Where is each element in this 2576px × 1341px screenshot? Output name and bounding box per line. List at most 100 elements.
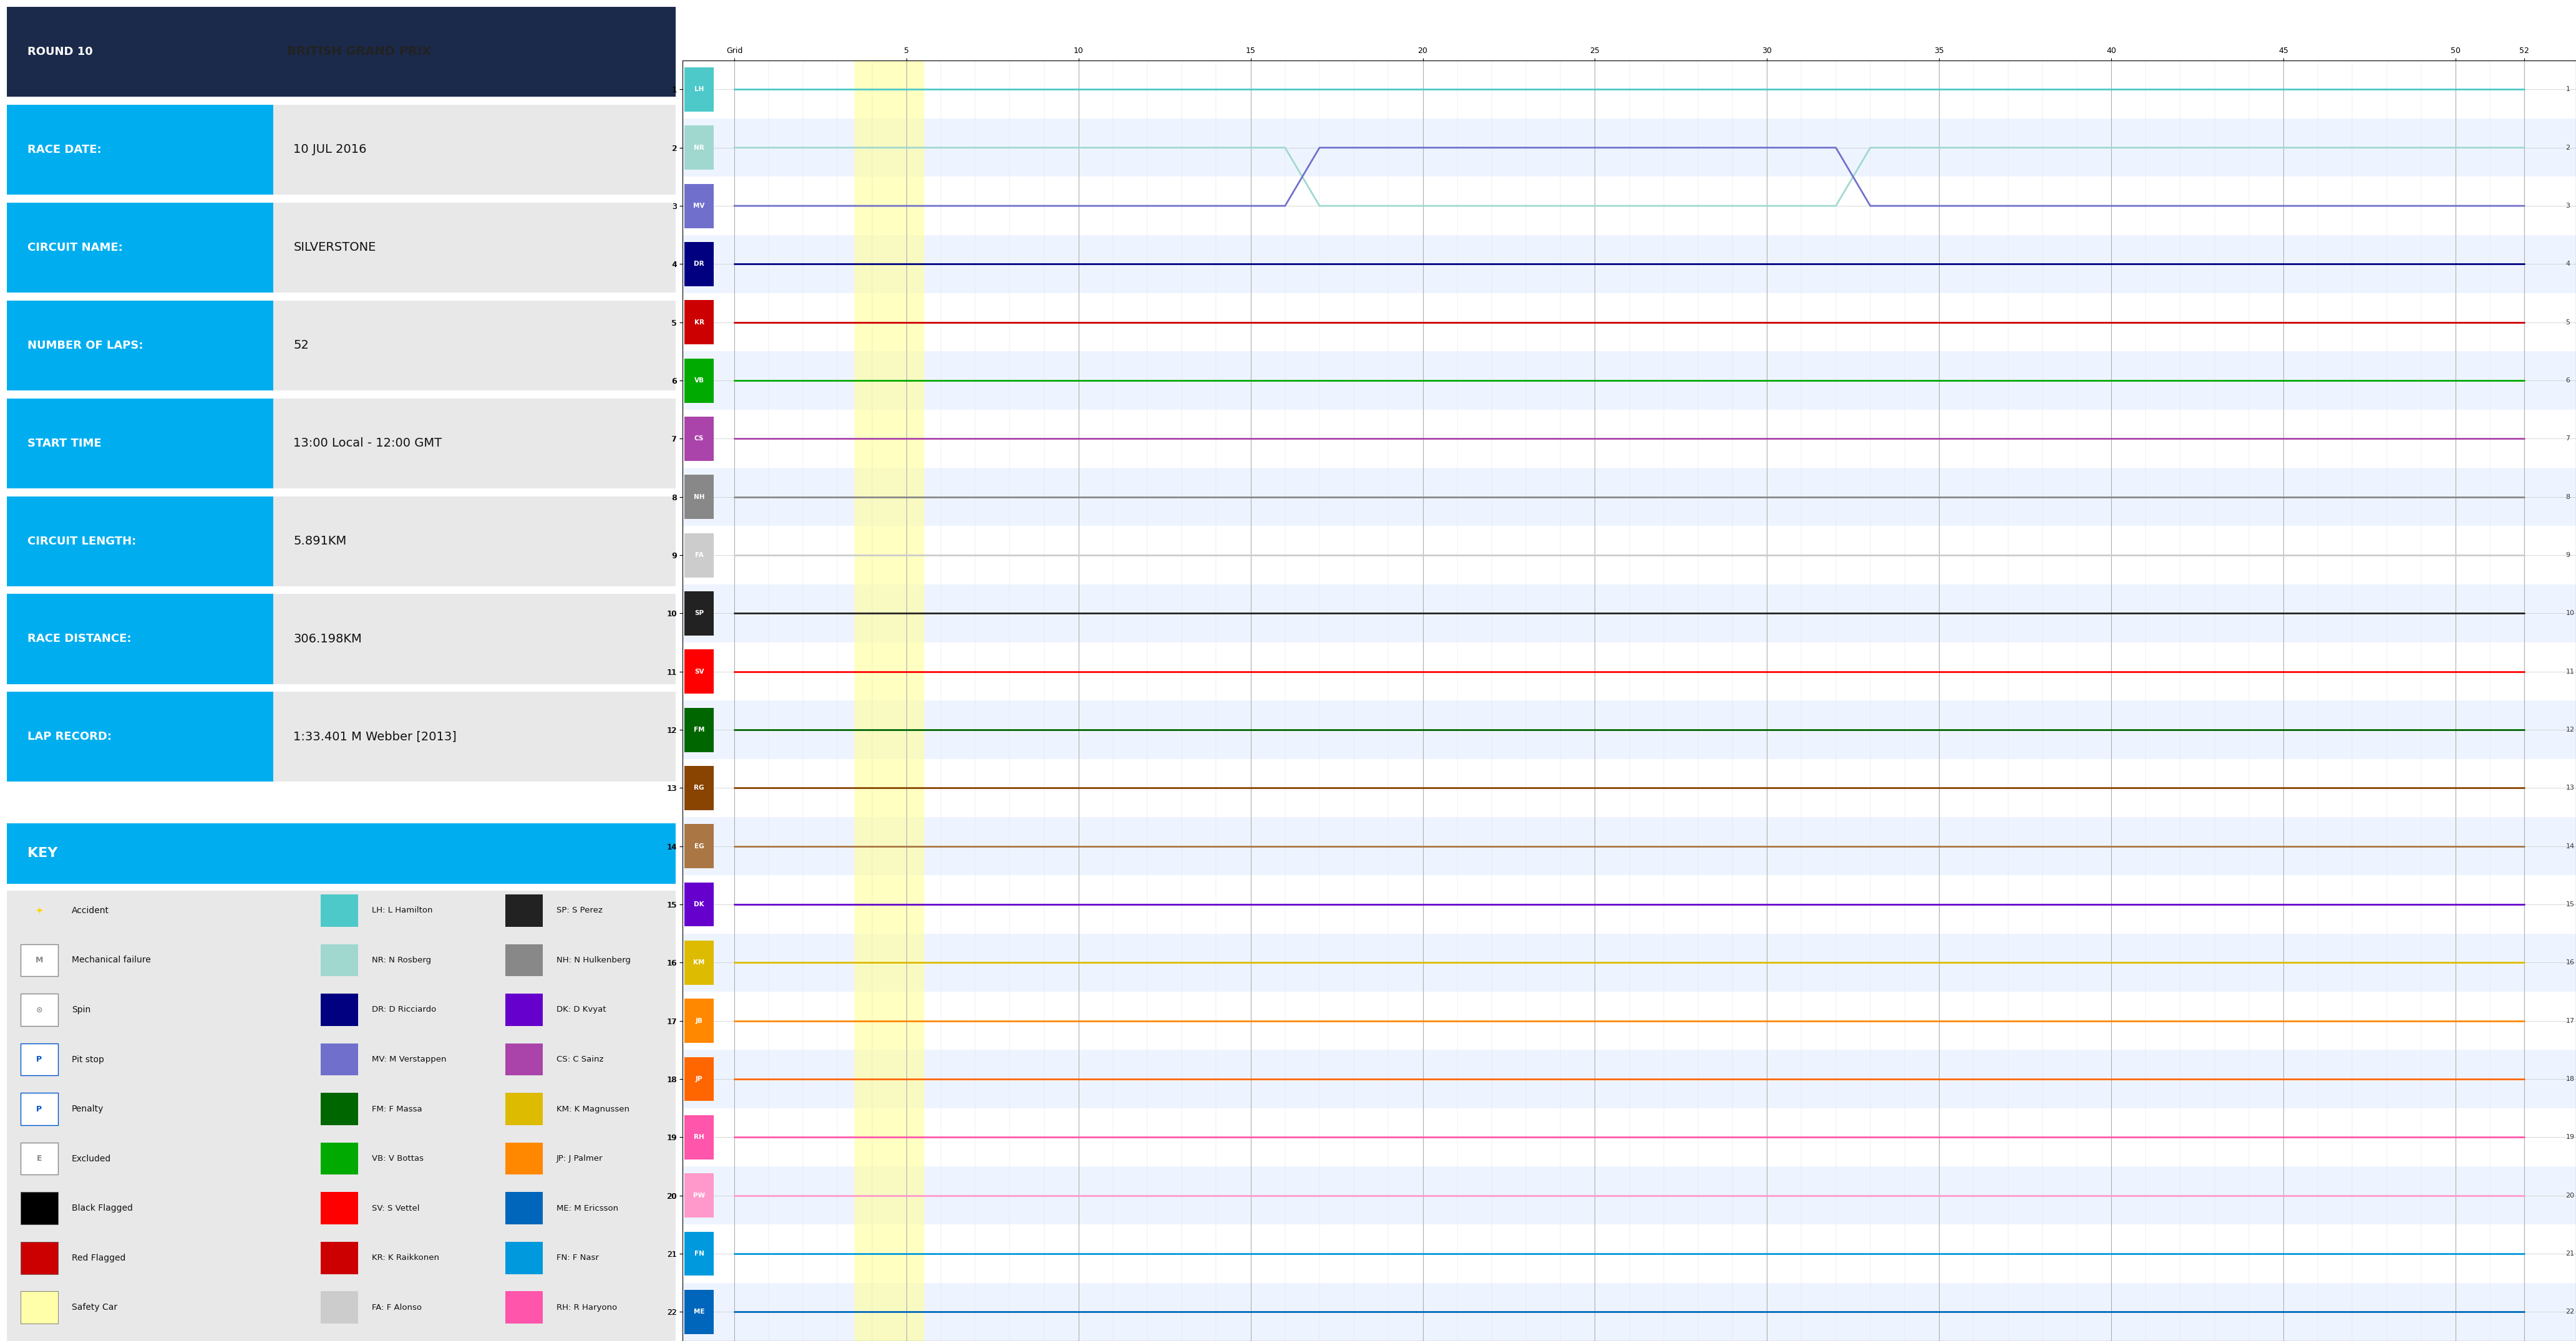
Bar [505, 1043, 544, 1075]
Text: 3: 3 [2566, 202, 2571, 209]
Text: 14: 14 [2566, 843, 2573, 849]
Bar [685, 1231, 714, 1275]
Text: SV: SV [696, 668, 703, 675]
Text: 5: 5 [2566, 319, 2571, 326]
Bar [505, 1291, 544, 1324]
Bar [855, 60, 925, 1341]
Text: DK: D Kvyat: DK: D Kvyat [556, 1006, 605, 1014]
Bar [683, 294, 2576, 351]
Bar [8, 7, 675, 97]
Text: FM: F Massa: FM: F Massa [371, 1105, 422, 1113]
Bar [683, 933, 2576, 992]
Bar [683, 468, 2576, 526]
Bar [8, 398, 273, 488]
Text: M: M [36, 956, 44, 964]
Bar [685, 825, 714, 869]
Bar [683, 585, 2576, 642]
Bar [505, 1192, 544, 1224]
Bar [683, 177, 2576, 235]
Text: 20: 20 [2566, 1192, 2573, 1199]
Text: DR: D Ricciardo: DR: D Ricciardo [371, 1006, 435, 1014]
Bar [21, 1143, 59, 1175]
Text: RACE DATE:: RACE DATE: [28, 143, 100, 156]
Text: ⊙: ⊙ [36, 1006, 44, 1014]
Bar [685, 1290, 714, 1334]
Text: NH: NH [693, 493, 706, 500]
Text: ✦: ✦ [36, 907, 44, 915]
Bar [683, 1167, 2576, 1224]
Text: RH: RH [693, 1134, 703, 1140]
Text: FA: F Alonso: FA: F Alonso [371, 1303, 422, 1311]
Bar [685, 241, 714, 286]
Bar [683, 642, 2576, 701]
Text: CS: C Sainz: CS: C Sainz [556, 1055, 603, 1063]
Bar [273, 300, 675, 390]
Bar [685, 1057, 714, 1101]
Bar [322, 1291, 358, 1324]
Text: Excluded: Excluded [72, 1155, 111, 1163]
Text: 10: 10 [2566, 610, 2573, 617]
Bar [683, 60, 2576, 118]
Text: 13: 13 [2566, 784, 2573, 791]
Bar [21, 1043, 59, 1075]
Bar [505, 1093, 544, 1125]
Text: CIRCUIT LENGTH:: CIRCUIT LENGTH: [28, 535, 137, 547]
Text: CIRCUIT NAME:: CIRCUIT NAME: [28, 241, 124, 253]
Text: Red Flagged: Red Flagged [72, 1254, 126, 1262]
Text: SP: S Perez: SP: S Perez [556, 907, 603, 915]
Bar [685, 532, 714, 577]
Text: FA: FA [696, 552, 703, 558]
Bar [273, 398, 675, 488]
Bar [683, 817, 2576, 876]
Text: 10 JUL 2016: 10 JUL 2016 [294, 143, 366, 156]
Bar [322, 1093, 358, 1125]
Bar [322, 1143, 358, 1175]
Bar [685, 358, 714, 402]
Text: 13:00 Local - 12:00 GMT: 13:00 Local - 12:00 GMT [294, 437, 443, 449]
Text: NH: N Hulkenberg: NH: N Hulkenberg [556, 956, 631, 964]
Bar [505, 894, 544, 927]
Text: JB: JB [696, 1018, 703, 1025]
Text: RG: RG [693, 784, 703, 791]
Bar [685, 1116, 714, 1160]
Text: SILVERSTONE: SILVERSTONE [294, 241, 376, 253]
Text: 15: 15 [2566, 901, 2573, 908]
Text: FM: FM [693, 727, 706, 734]
Bar [322, 994, 358, 1026]
Text: RH: R Haryono: RH: R Haryono [556, 1303, 616, 1311]
Bar [683, 118, 2576, 177]
Bar [505, 944, 544, 976]
Text: 6: 6 [2566, 377, 2571, 384]
Bar [21, 994, 59, 1026]
Text: DR: DR [693, 261, 703, 267]
Bar [685, 649, 714, 693]
Bar [683, 759, 2576, 817]
Text: Mechanical failure: Mechanical failure [72, 956, 152, 964]
Bar [685, 184, 714, 228]
Text: 22: 22 [2566, 1309, 2573, 1316]
Text: NR: N Rosberg: NR: N Rosberg [371, 956, 430, 964]
Text: 19: 19 [2566, 1134, 2573, 1140]
Text: Accident: Accident [72, 907, 108, 915]
Text: ROUND 10: ROUND 10 [28, 46, 93, 58]
Text: Penalty: Penalty [72, 1105, 103, 1113]
Bar [685, 999, 714, 1043]
Text: 18: 18 [2566, 1075, 2573, 1082]
Bar [683, 1108, 2576, 1167]
Text: NR: NR [693, 145, 703, 150]
Bar [273, 105, 675, 194]
Text: JP: J Palmer: JP: J Palmer [556, 1155, 603, 1163]
Bar [685, 882, 714, 927]
Bar [683, 1050, 2576, 1108]
Text: FN: F Nasr: FN: F Nasr [556, 1254, 598, 1262]
Bar [683, 992, 2576, 1050]
Text: 17: 17 [2566, 1018, 2573, 1025]
Text: KEY: KEY [28, 848, 57, 860]
Bar [683, 351, 2576, 409]
Text: RACE DISTANCE:: RACE DISTANCE: [28, 633, 131, 645]
Bar [21, 1192, 59, 1224]
Text: LH: L Hamilton: LH: L Hamilton [371, 907, 433, 915]
Text: ME: ME [693, 1309, 706, 1316]
Text: PW: PW [693, 1192, 706, 1199]
Bar [683, 701, 2576, 759]
